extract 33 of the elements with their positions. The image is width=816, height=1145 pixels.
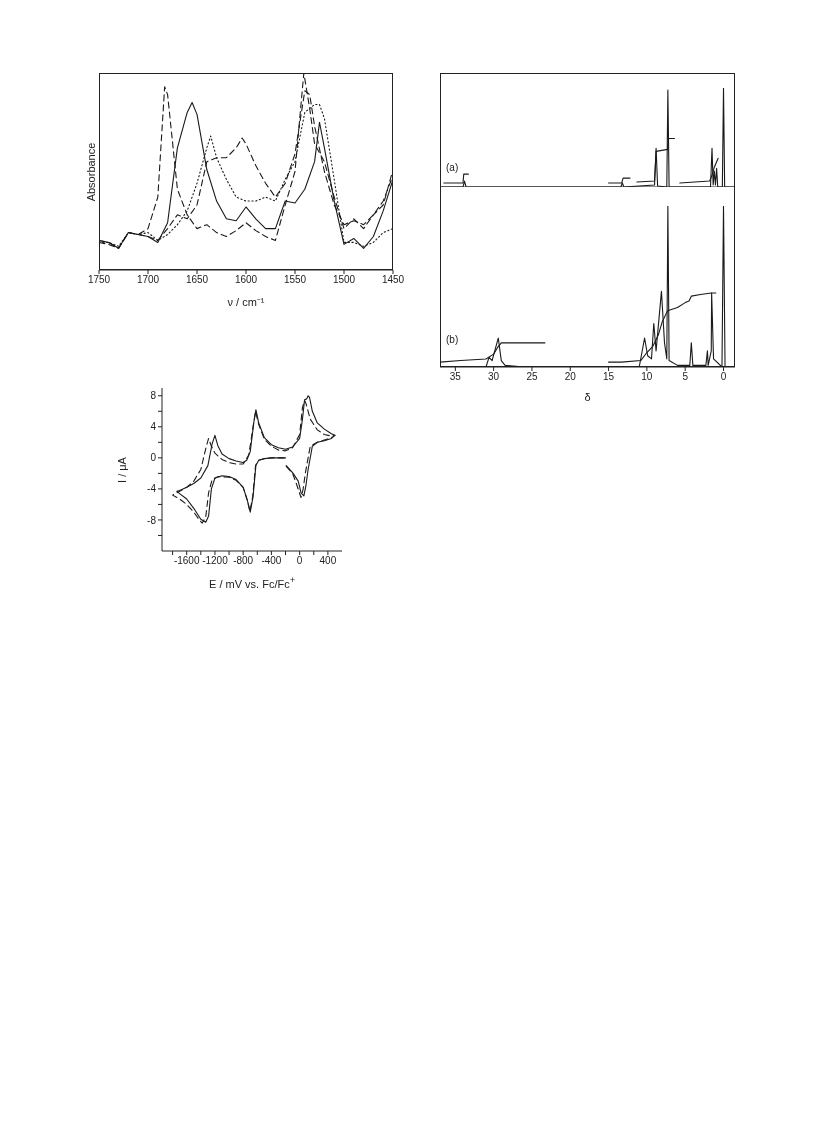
x-tick-label: 20 [564, 371, 577, 383]
x-tick-label: 30 [488, 371, 500, 383]
x-tick-label: -1200 [202, 555, 229, 567]
x-tick-label: 1500 [332, 274, 356, 286]
x-axis-title: δ [583, 391, 592, 403]
y-tick-label: 4 [150, 421, 157, 433]
y-axis-title: Absorbance [85, 142, 97, 201]
y-tick-label: 8 [150, 390, 157, 402]
x-tick-label: 25 [526, 371, 538, 383]
x-tick-label: -1600 [173, 555, 200, 567]
x-tick-label: 15 [603, 371, 615, 383]
x-tick-label: 400 [319, 555, 337, 567]
x-axis-title: ν / cm⁻¹ [226, 295, 266, 309]
y-tick-label: -4 [147, 483, 157, 495]
x-axis-title: E / mV vs. Fc/Fc$^{+}$ [208, 575, 296, 590]
x-tick-label: 1450 [381, 274, 405, 286]
x-tick-label: 35 [449, 371, 462, 383]
x-tick-label: 0 [720, 371, 727, 383]
x-tick-label: 1700 [136, 274, 160, 286]
x-tick-label: 10 [641, 371, 653, 383]
x-tick-label: -400 [261, 555, 282, 567]
y-tick-label: -8 [147, 514, 157, 526]
x-tick-label: 1650 [185, 274, 209, 286]
y-axis-title: I / μA [116, 456, 128, 483]
annotation: (a) [446, 162, 459, 173]
x-tick-label: 0 [296, 555, 303, 567]
x-tick-label: 1600 [234, 274, 258, 286]
x-tick-label: 5 [682, 371, 689, 383]
x-tick-label: -800 [233, 555, 254, 567]
y-tick-label: 0 [150, 452, 157, 464]
x-tick-label: 1550 [283, 274, 307, 286]
annotation: (b) [446, 334, 459, 345]
x-tick-label: 1750 [87, 274, 111, 286]
